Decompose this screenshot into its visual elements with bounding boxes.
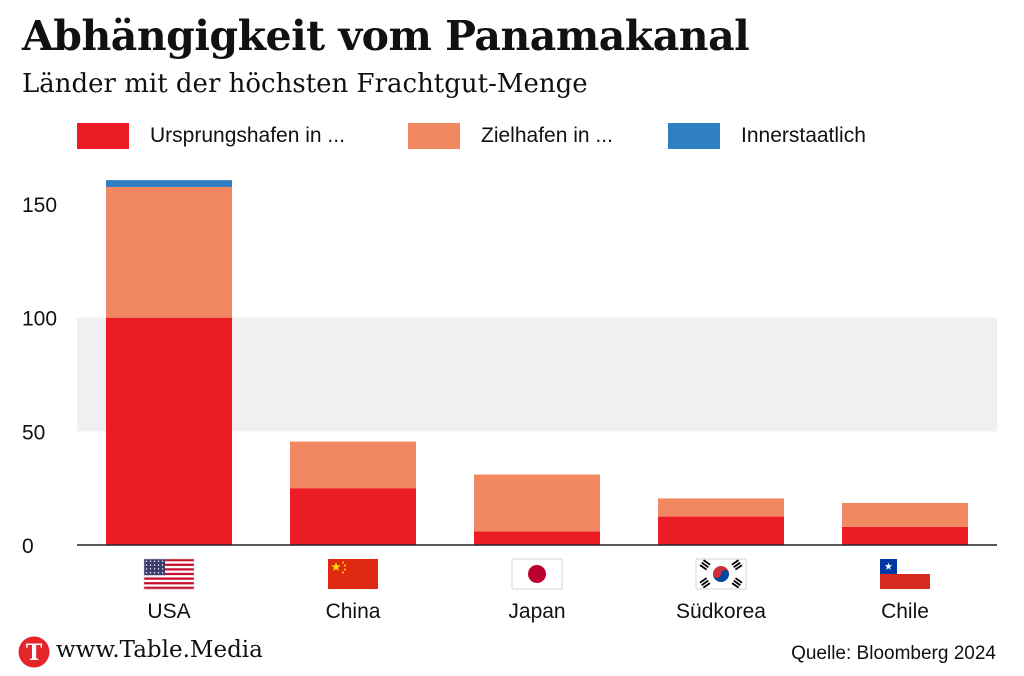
usa-flag-icon [143, 558, 195, 590]
legend-swatch-innerstaatlich [668, 123, 720, 149]
bar-segment-usa-2 [106, 186, 232, 318]
legend-label-zielhafen: Zielhafen in ... [481, 124, 613, 147]
x-tick-label: China [326, 600, 381, 623]
south-korea-flag-icon [695, 558, 747, 590]
japan-flag-icon [511, 558, 563, 590]
table-media-logo-icon: T [18, 636, 50, 668]
y-tick-label: 100 [22, 308, 57, 331]
footer-site[interactable]: www.Table.Media [56, 637, 263, 663]
china-flag-icon [328, 559, 378, 589]
x-tick-label: USA [147, 600, 190, 623]
y-tick-label: 0 [22, 535, 34, 558]
x-tick-label: Südkorea [676, 600, 766, 623]
legend-swatch-ursprungshafen [77, 123, 129, 149]
bar-segment-chile-2 [842, 502, 968, 527]
legend-label-innerstaatlich: Innerstaatlich [741, 124, 866, 147]
chile-flag-icon [880, 559, 930, 589]
chart-title: Abhängigkeit vom Panamakanal [22, 12, 750, 60]
chart-subtitle: Länder mit der höchsten Frachtgut-Menge [22, 69, 588, 99]
bar-segment-usa-3 [106, 180, 232, 187]
x-tick-label: Japan [508, 600, 565, 623]
bar-segment-usa-1 [106, 317, 232, 545]
bar-segment-chile-1 [842, 526, 968, 545]
bar-segment-japan-1 [474, 531, 600, 545]
logo-letter: T [26, 640, 43, 666]
bar-segment-südkorea-1 [658, 516, 784, 545]
legend-swatch-zielhafen [408, 123, 460, 149]
x-tick-label: Chile [881, 600, 929, 623]
footer-source: Quelle: Bloomberg 2024 [791, 643, 996, 664]
bar-segment-japan-2 [474, 474, 600, 532]
y-tick-label: 50 [22, 421, 45, 444]
bar-segment-china-1 [290, 488, 416, 545]
bar-segment-china-2 [290, 441, 416, 489]
y-tick-label: 150 [22, 194, 57, 217]
legend-label-ursprungshafen: Ursprungshafen in ... [150, 124, 345, 147]
bar-segment-südkorea-2 [658, 498, 784, 517]
